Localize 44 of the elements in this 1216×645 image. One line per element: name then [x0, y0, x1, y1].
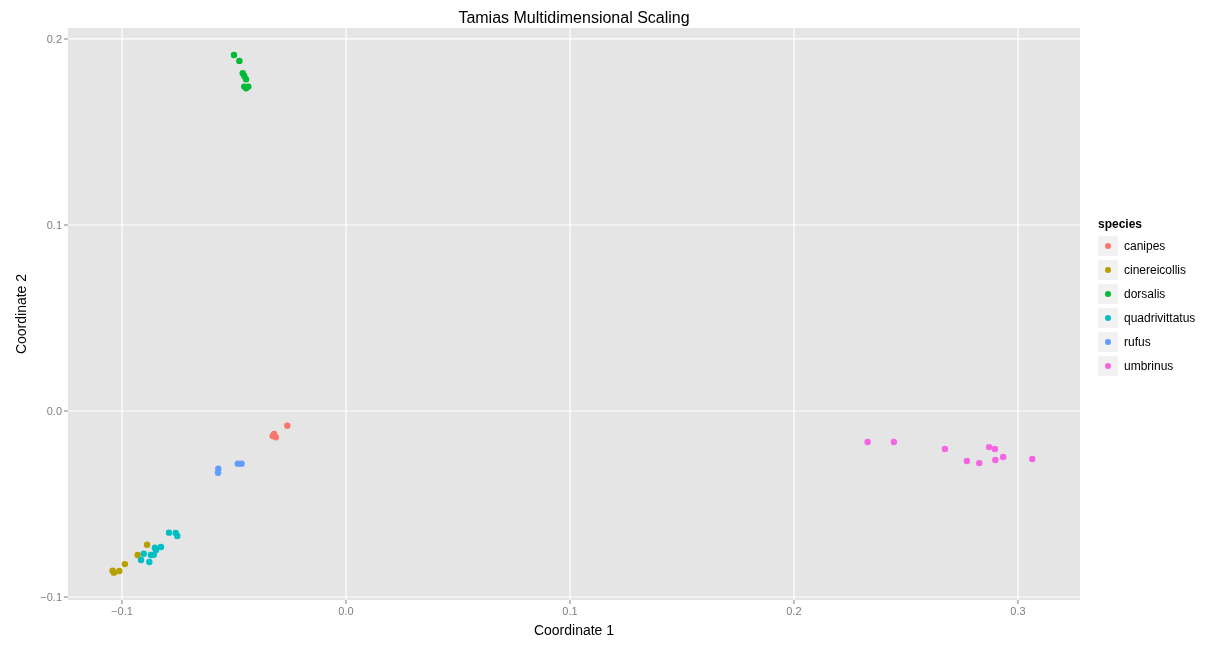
x-tick-label: 0.3 — [1010, 605, 1026, 617]
point — [165, 529, 173, 536]
point — [890, 438, 898, 446]
point — [157, 543, 165, 551]
point — [143, 541, 151, 548]
point — [963, 457, 971, 465]
point — [1029, 455, 1036, 463]
point — [146, 558, 153, 566]
x-tick-label: 0.0 — [338, 605, 354, 617]
point — [284, 422, 291, 429]
point — [134, 551, 141, 559]
point — [999, 453, 1007, 461]
legend-label: dorsalis — [1124, 287, 1166, 301]
point — [976, 459, 983, 467]
legend-label: cinereicollis — [1124, 263, 1187, 277]
point — [242, 76, 250, 83]
chart-title: Tamias Multidimensional Scaling — [458, 9, 690, 26]
x-tick-label: −0.1 — [111, 605, 133, 617]
point — [230, 51, 238, 59]
legend-label: umbrinus — [1124, 359, 1174, 373]
y-axis-title: Coordinate 2 — [13, 273, 29, 355]
point — [985, 443, 993, 451]
point — [137, 556, 145, 564]
point — [864, 438, 871, 446]
point — [236, 57, 243, 65]
point — [991, 445, 999, 453]
x-tick-label: 0.1 — [562, 605, 578, 617]
x-tick-label: 0.2 — [786, 605, 802, 617]
point — [238, 460, 245, 467]
legend-label: rufus — [1124, 335, 1151, 349]
legend-title: species — [1098, 217, 1143, 231]
y-tick-label: 0.2 — [46, 32, 62, 45]
point — [992, 456, 999, 464]
legend-label: canipes — [1124, 239, 1166, 253]
y-tick-label: −0.1 — [40, 591, 62, 604]
y-tick-label: 0.1 — [46, 218, 62, 231]
point — [140, 550, 147, 557]
point — [214, 469, 222, 476]
y-tick-label: 0.0 — [46, 405, 62, 418]
point — [121, 560, 129, 568]
point — [116, 567, 123, 575]
x-axis-title: Coordinate 1 — [533, 622, 615, 638]
point — [941, 445, 949, 453]
legend-label: quadrivittatus — [1124, 311, 1196, 325]
